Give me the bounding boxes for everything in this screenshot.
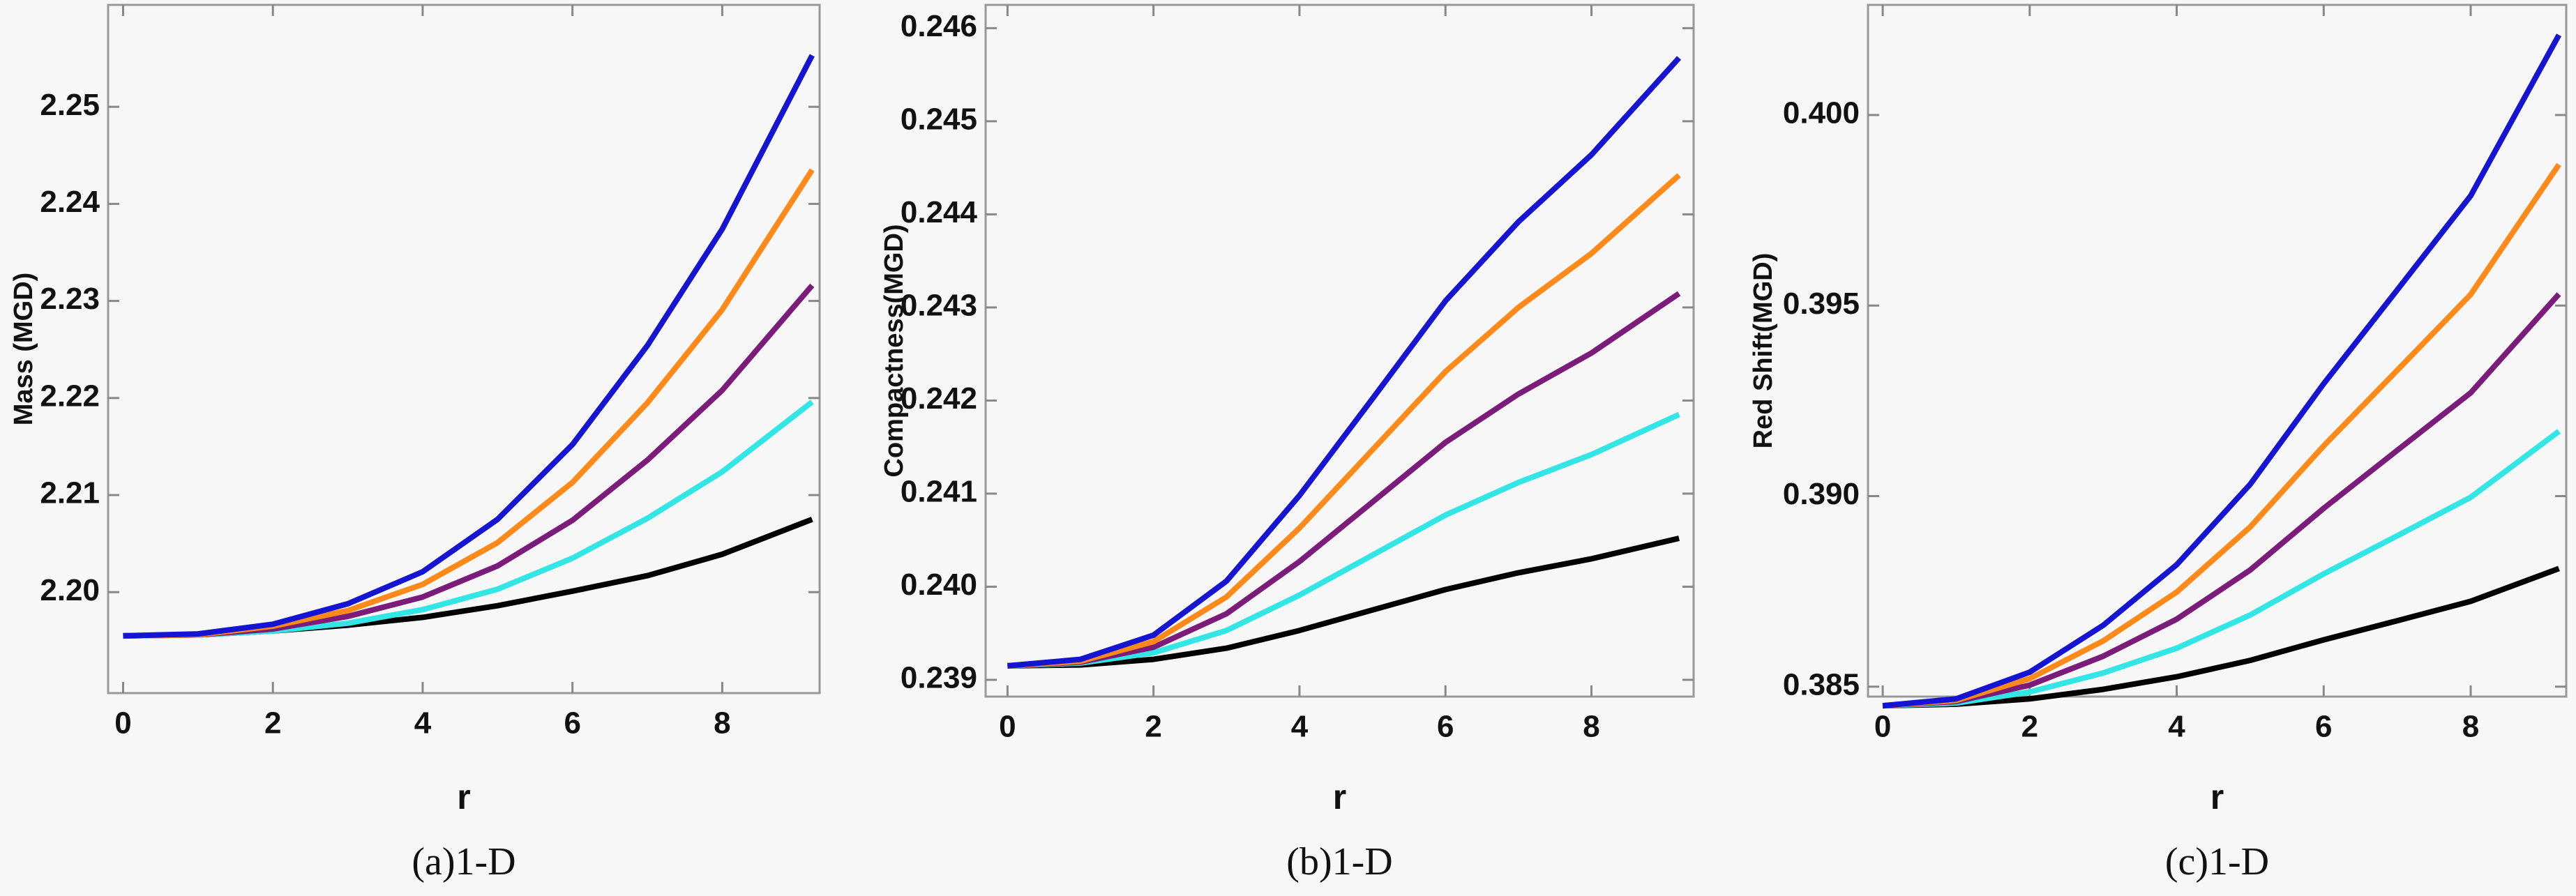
x-tick-label: 8 [2462,710,2479,744]
y-tick-label: 2.25 [40,88,100,122]
y-tick-label: 0.240 [901,568,977,602]
x-axis-label: r [2210,777,2224,817]
series-line [1883,565,2560,709]
y-tick-label: 0.400 [1783,96,1860,130]
y-tick-label: 2.24 [40,185,100,219]
y-tick-label: 2.20 [40,573,100,607]
y-tick-label: 0.390 [1783,477,1860,511]
y-tick-label: 0.239 [901,661,977,695]
y-axis-label: Mass (MGD) [9,273,38,426]
series-line [1882,33,2562,709]
series-line [1007,173,1681,669]
x-tick-label: 0 [1874,710,1891,744]
caption: (a)1-D [412,840,515,883]
x-tick-label: 4 [1291,710,1309,744]
x-tick-label: 6 [1437,710,1454,744]
y-axis-label: Red Shift(MGD) [1749,253,1778,449]
y-tick-label: 0.243 [901,289,977,323]
series-line [123,54,815,639]
panel: 0.385 0.390 0.395 0.400 0 2 4 6 8 Red Shift(MGD) r… [1749,3,2568,883]
series-line [1007,536,1680,669]
x-tick-label: 2 [2021,710,2038,744]
series-line [1882,429,2561,709]
panel: 2.20 2.21 2.22 2.23 2.24 2.25 0 2 4 6 8 Mass (MGD) r… [9,3,821,883]
plot-frame [1867,3,2568,698]
x-tick-label: 2 [1145,710,1161,744]
y-tick-label: 0.246 [901,9,977,43]
plot-frame [984,3,1695,698]
series-line [1007,411,1680,669]
series-line [1882,162,2561,709]
x-tick-label: 4 [414,706,432,741]
series-line [1007,56,1682,669]
x-tick-label: 8 [714,706,730,741]
x-tick-label: 8 [1583,710,1599,744]
x-axis-label: r [1333,777,1346,817]
x-tick-label: 6 [2315,710,2332,744]
y-axis-label: Compactness(MGD) [880,224,909,477]
caption: (c)1-D [2165,840,2269,883]
x-tick-label: 4 [2168,710,2185,744]
series-line [123,400,814,639]
y-tick-label: 2.23 [40,282,100,316]
series-line [1882,292,2561,709]
x-axis-label: r [457,777,470,817]
x-tick-label: 0 [114,706,131,741]
x-tick-label: 2 [264,706,281,741]
y-tick-label: 0.245 [901,102,977,137]
series-line [1007,291,1681,669]
y-tick-label: 2.21 [40,476,100,510]
x-tick-label: 0 [999,710,1016,744]
y-tick-label: 0.395 [1783,287,1860,321]
series-line [123,283,815,639]
y-tick-label: 0.242 [901,381,977,416]
caption: (b)1-D [1286,840,1392,883]
y-tick-label: 0.385 [1783,667,1860,701]
panel: 0.239 0.240 0.241 0.242 0.243 0.244 0.245 0.246… [880,3,1695,883]
y-tick-label: 0.244 [901,195,978,229]
x-tick-label: 6 [564,706,580,741]
y-tick-label: 2.22 [40,379,100,413]
plot-frame [107,3,821,694]
y-tick-label: 0.241 [901,475,977,509]
